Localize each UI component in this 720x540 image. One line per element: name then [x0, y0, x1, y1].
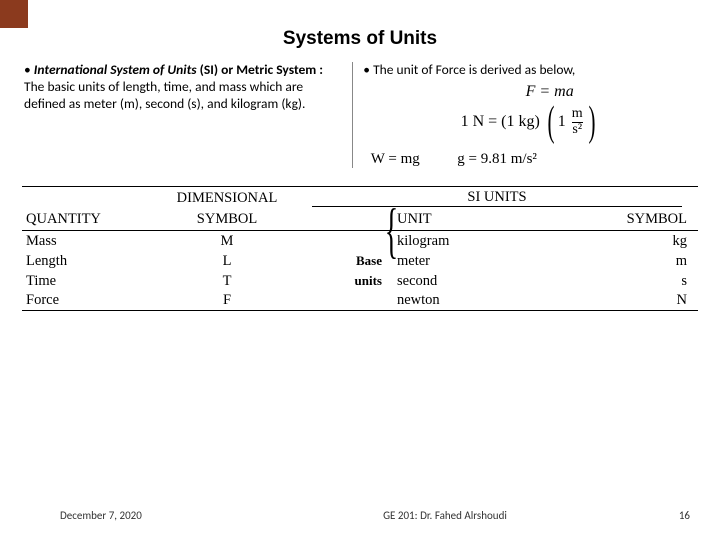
bullet-icon: •	[363, 61, 370, 78]
quantity-header: QUANTITY	[22, 211, 142, 228]
table-row: Time T units second s	[22, 271, 698, 291]
slide-title: Systems of Units	[0, 0, 720, 62]
table-row: Force F newton N	[22, 291, 698, 311]
formula-fma: F = ma	[363, 83, 696, 101]
formula-weight-row: W = mg g = 9.81 m/s²	[363, 143, 696, 168]
si-heading-tail: (SI) or Metric System :	[197, 61, 323, 78]
dim-header2: SYMBOL	[142, 211, 312, 228]
formula-newton: 1 N = (1 kg) (1 ms²)	[363, 101, 696, 143]
si-heading-bold-italic: International System of Units	[34, 61, 197, 78]
base-units-label: Base	[312, 253, 382, 269]
dim-header1: DIMENSIONAL	[142, 190, 312, 207]
table-row: Length L Base { meter m	[22, 251, 698, 271]
table-header-row2: QUANTITY SYMBOL UNIT SYMBOL	[22, 209, 698, 231]
slide-footer: December 7, 2020 GE 201: Dr. Fahed Alrsh…	[0, 509, 720, 522]
table-header-row1: DIMENSIONAL SI UNITS	[22, 187, 698, 209]
footer-date: December 7, 2020	[60, 509, 260, 522]
si-header: SI UNITS	[312, 189, 682, 207]
two-column-content: • International System of Units (SI) or …	[0, 62, 720, 168]
left-column: • International System of Units (SI) or …	[24, 62, 353, 168]
paren-fraction: (1 ms²)	[544, 107, 599, 137]
right-column: • The unit of Force is derived as below,…	[353, 62, 696, 168]
left-body-text: The basic units of length, time, and mas…	[24, 78, 305, 112]
formula-block: F = ma 1 N = (1 kg) (1 ms²) W = mg g = 9…	[363, 83, 696, 168]
units-table: DIMENSIONAL SI UNITS QUANTITY SYMBOL UNI…	[22, 186, 698, 311]
table-row: Mass M kilogram kg	[22, 231, 698, 251]
accent-square	[0, 0, 28, 28]
footer-center: GE 201: Dr. Fahed Alrshoudi	[260, 509, 630, 522]
unit-header: UNIT	[397, 211, 547, 228]
right-heading: The unit of Force is derived as below,	[373, 61, 575, 78]
symbol-header: SYMBOL	[547, 211, 697, 228]
bullet-icon: •	[24, 61, 31, 78]
footer-page-number: 16	[630, 509, 690, 522]
left-paragraph: • International System of Units (SI) or …	[24, 62, 344, 113]
right-heading-line: • The unit of Force is derived as below,	[363, 62, 696, 79]
